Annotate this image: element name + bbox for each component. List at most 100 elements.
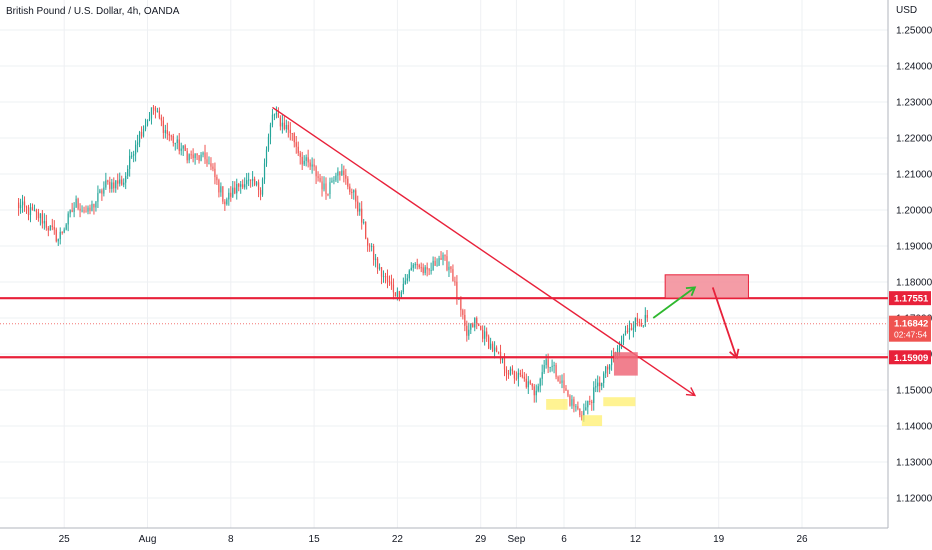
candle-body — [616, 348, 619, 355]
candle-body — [450, 266, 452, 270]
candle-body — [412, 264, 414, 268]
candle-body — [190, 154, 192, 156]
candle-body — [547, 359, 549, 368]
x-tick-label: Aug — [139, 534, 157, 545]
candle-body — [353, 190, 355, 193]
yellow-highlight[interactable] — [546, 399, 568, 410]
candle-body — [261, 179, 264, 195]
candle-body — [388, 281, 391, 283]
candle-body — [97, 192, 99, 202]
candle-body — [404, 280, 406, 284]
candle-body — [361, 208, 363, 223]
candle-body — [535, 390, 537, 396]
candle-body — [438, 258, 440, 266]
candle-body — [493, 347, 496, 352]
candle-body — [105, 180, 107, 188]
candle-body — [57, 239, 59, 242]
candle-body — [255, 182, 258, 185]
candle-body — [349, 186, 351, 192]
candle-body — [630, 328, 633, 330]
candle-body — [396, 291, 399, 297]
candle-body — [252, 178, 254, 181]
x-tick-label: 6 — [561, 534, 567, 545]
y-tick-label: 1.24000 — [896, 62, 932, 73]
candle-body — [549, 366, 551, 368]
candle-body — [23, 201, 26, 207]
y-tick-label: 1.19000 — [896, 242, 932, 253]
candle-body — [565, 388, 567, 391]
bearish-arrow[interactable] — [711, 287, 738, 358]
resistance-box[interactable] — [664, 274, 749, 299]
candle-body — [386, 276, 389, 282]
candle-body — [569, 395, 571, 406]
bullish-arrow[interactable] — [652, 286, 696, 319]
candle-body — [406, 278, 408, 281]
candle-body — [35, 209, 38, 213]
candle-body — [392, 284, 395, 293]
candle-body — [45, 220, 47, 228]
x-tick-label: 25 — [59, 534, 71, 545]
candle-body — [448, 266, 450, 270]
candle-body — [337, 171, 339, 176]
candle-body — [319, 177, 321, 182]
yellow-highlight[interactable] — [603, 397, 636, 407]
candle-body — [71, 210, 73, 212]
candle-body — [158, 110, 161, 118]
retest-box[interactable] — [613, 352, 638, 376]
candle-body — [507, 373, 510, 375]
candle-body — [442, 254, 444, 260]
candle-body — [121, 179, 123, 185]
trend-line[interactable] — [272, 106, 696, 396]
y-tick-label: 1.12000 — [896, 494, 932, 505]
candle-body — [83, 210, 85, 212]
candle-body — [321, 181, 323, 190]
candle-body — [127, 169, 129, 176]
candle-body — [402, 283, 404, 293]
candle-body — [476, 318, 478, 324]
candle-body — [125, 175, 127, 183]
candle-body — [351, 191, 353, 193]
candle-body — [103, 187, 105, 194]
candle-body — [501, 358, 504, 360]
candle-body — [470, 323, 472, 330]
candle-body — [529, 381, 531, 384]
candle-body — [573, 399, 575, 407]
candle-body — [289, 129, 291, 134]
candle-body — [156, 110, 159, 112]
candle-body — [172, 135, 174, 144]
candle-body — [575, 406, 577, 408]
candle-body — [424, 267, 426, 273]
candle-body — [339, 171, 341, 176]
candle-body — [152, 107, 155, 109]
candle-body — [228, 192, 230, 200]
x-tick-label: 8 — [228, 534, 234, 545]
candle-body — [188, 154, 190, 161]
candle-body — [369, 245, 371, 247]
candle-body — [597, 382, 599, 387]
candle-body — [398, 291, 400, 297]
candle-body — [37, 212, 40, 219]
yellow-highlight[interactable] — [581, 415, 603, 426]
candle-body — [632, 327, 635, 330]
candle-body — [365, 221, 367, 239]
candle-body — [49, 225, 51, 231]
candle-body — [474, 318, 476, 328]
candle-body — [61, 231, 63, 233]
candle-body — [374, 258, 377, 260]
x-tick-label: 26 — [796, 534, 808, 545]
candle-body — [176, 139, 178, 143]
candle-body — [523, 376, 525, 379]
candle-body — [140, 131, 143, 137]
candle-body — [317, 176, 319, 178]
candle-body — [484, 331, 486, 339]
candle-body — [305, 157, 307, 161]
chart-title: British Pound / U.S. Dollar, 4h, OANDA — [6, 6, 180, 17]
candle-body — [545, 359, 547, 366]
candle-body — [333, 180, 335, 182]
candle-body — [283, 122, 285, 130]
candle-body — [519, 372, 521, 375]
candle-body — [323, 183, 325, 190]
candle-body — [33, 209, 36, 211]
candle-body — [244, 184, 246, 188]
